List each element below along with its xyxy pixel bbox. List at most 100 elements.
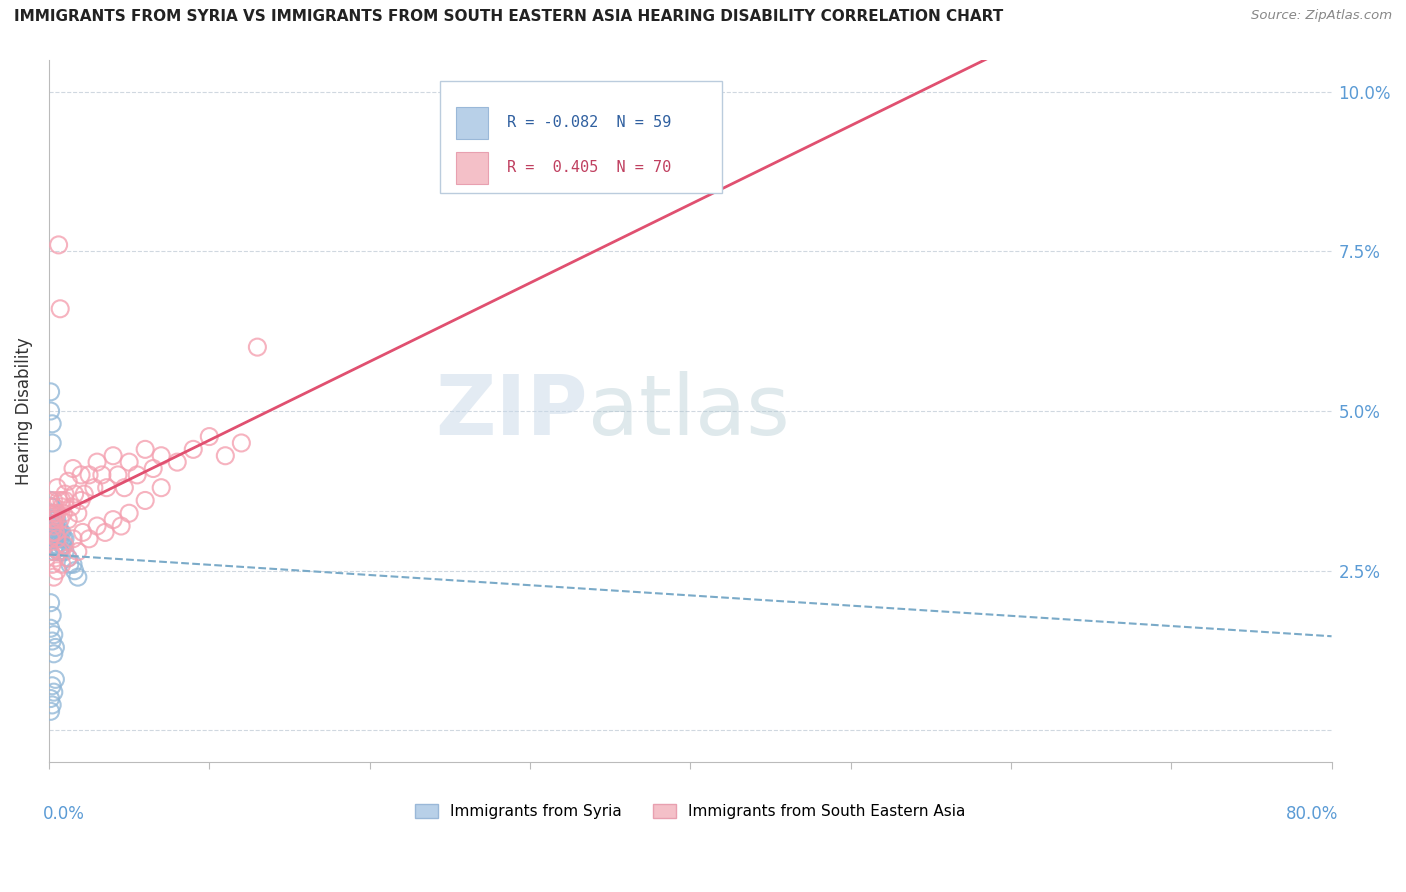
Point (44, 513, 66, 527)
Point (42, 685, 65, 699)
Point (246, 340, 269, 354)
Point (41, 525, 63, 540)
Point (58, 513, 80, 527)
Point (41, 500, 63, 514)
Text: 80.0%: 80.0% (1285, 805, 1339, 822)
Text: R = -0.082  N = 59: R = -0.082 N = 59 (506, 115, 671, 130)
Point (96, 481, 118, 495)
Point (46, 532, 69, 546)
Point (42, 532, 65, 546)
Point (49, 544, 72, 558)
Point (46, 513, 69, 527)
Point (86, 455, 108, 469)
Point (49, 513, 72, 527)
Point (39, 596, 62, 610)
Point (134, 493, 156, 508)
Point (42, 647, 65, 661)
Point (48, 544, 70, 558)
Point (134, 442, 156, 457)
Point (58, 475, 80, 489)
Point (70, 467, 93, 482)
Point (42, 627, 65, 641)
Point (41, 532, 63, 546)
Point (46, 481, 69, 495)
Point (42, 519, 65, 533)
Point (73, 487, 96, 501)
Point (39, 384, 62, 399)
Point (44, 551, 66, 566)
Point (44, 532, 66, 546)
Point (51, 538, 73, 552)
Text: R =  0.405  N = 70: R = 0.405 N = 70 (506, 161, 671, 176)
Point (118, 506, 141, 520)
Point (48, 238, 70, 252)
Point (44, 525, 66, 540)
Point (49, 532, 72, 546)
Point (110, 519, 132, 533)
Point (49, 525, 72, 540)
Point (46, 506, 69, 520)
Point (101, 513, 124, 527)
Point (41, 506, 63, 520)
Text: IMMIGRANTS FROM SYRIA VS IMMIGRANTS FROM SOUTH EASTERN ASIA HEARING DISABILITY C: IMMIGRANTS FROM SYRIA VS IMMIGRANTS FROM… (14, 9, 1004, 24)
Point (39, 506, 62, 520)
Point (60, 500, 83, 514)
Point (46, 564, 69, 578)
Text: ZIP: ZIP (436, 370, 588, 451)
Point (53, 538, 76, 552)
Point (48, 493, 70, 508)
Point (39, 525, 62, 540)
Point (51, 500, 73, 514)
Point (46, 538, 69, 552)
Point (44, 506, 66, 520)
Point (101, 449, 124, 463)
Point (42, 500, 65, 514)
Legend: Immigrants from Syria, Immigrants from South Eastern Asia: Immigrants from Syria, Immigrants from S… (409, 797, 972, 825)
Point (39, 506, 62, 520)
Point (41, 417, 63, 431)
Point (42, 506, 65, 520)
Point (142, 461, 165, 475)
Point (44, 519, 66, 533)
Text: atlas: atlas (588, 370, 789, 451)
Point (53, 532, 76, 546)
Point (42, 513, 65, 527)
Point (42, 519, 65, 533)
Point (52, 538, 75, 552)
Point (77, 532, 100, 546)
Point (51, 493, 73, 508)
Point (44, 640, 66, 655)
Point (39, 691, 62, 706)
Point (150, 449, 173, 463)
Point (52, 506, 75, 520)
Point (42, 544, 65, 558)
Text: 0.0%: 0.0% (42, 805, 84, 822)
Point (59, 558, 82, 572)
Point (62, 532, 84, 546)
Point (150, 481, 173, 495)
Point (41, 519, 63, 533)
Point (107, 467, 129, 482)
Point (39, 493, 62, 508)
Point (41, 513, 63, 527)
Point (39, 404, 62, 418)
Point (42, 525, 65, 540)
Point (44, 513, 66, 527)
Point (41, 698, 63, 712)
Point (44, 673, 66, 687)
Point (39, 621, 62, 635)
Point (53, 493, 76, 508)
Point (39, 500, 62, 514)
Point (39, 532, 62, 546)
Point (231, 436, 253, 450)
Point (41, 513, 63, 527)
Point (53, 487, 76, 501)
Point (51, 558, 73, 572)
Point (39, 704, 62, 718)
Point (42, 570, 65, 584)
Point (63, 564, 86, 578)
Point (46, 532, 69, 546)
Point (118, 455, 141, 469)
Point (62, 461, 84, 475)
Point (214, 449, 236, 463)
